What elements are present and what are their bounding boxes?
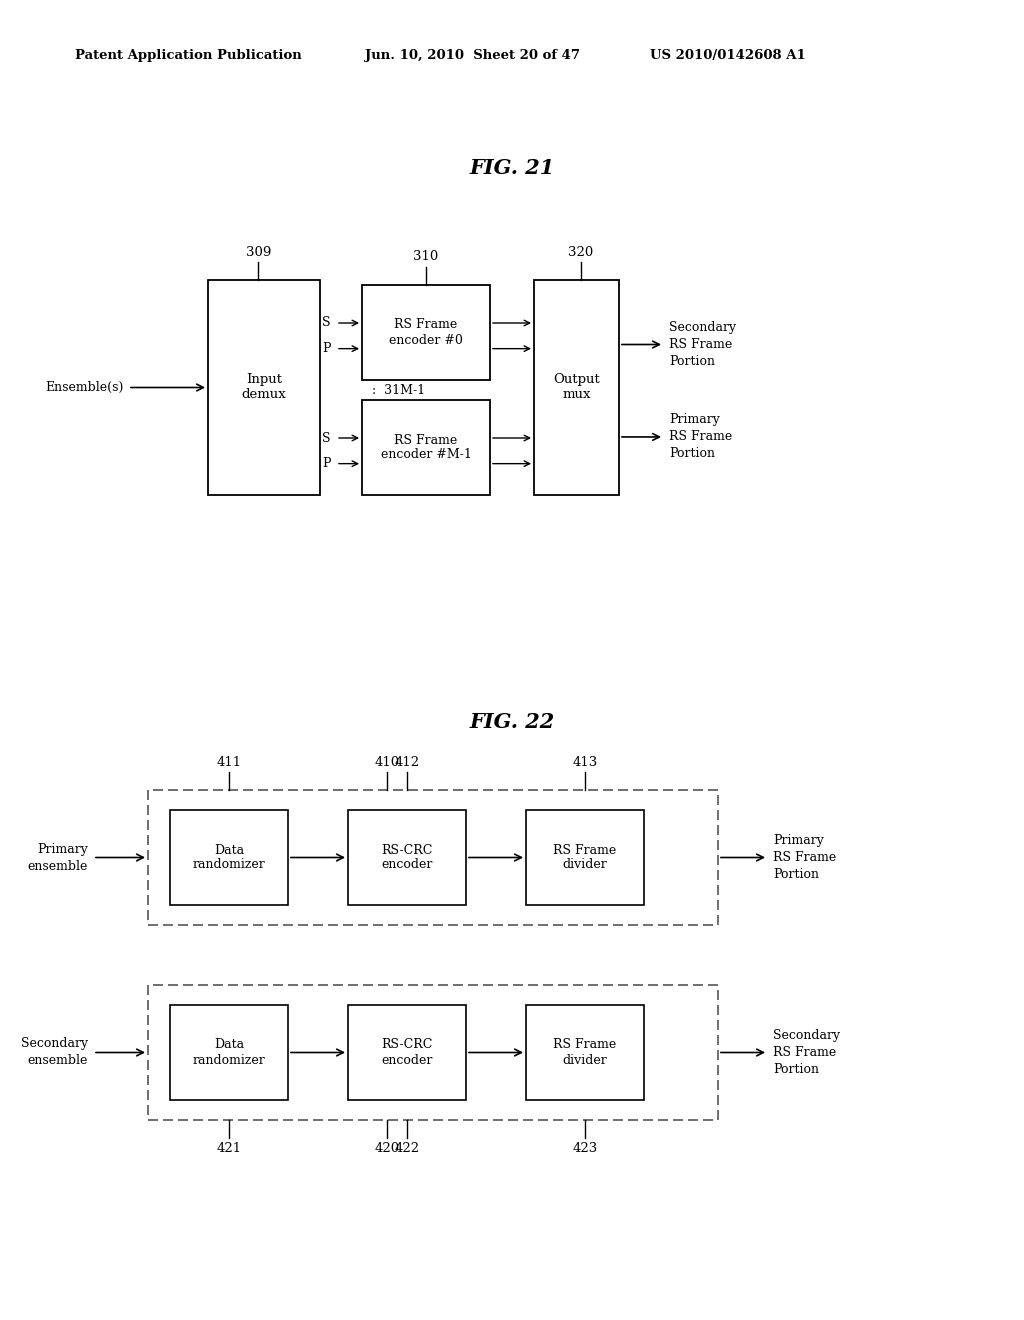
- Text: RS Frame
encoder #0: RS Frame encoder #0: [389, 318, 463, 346]
- Text: Secondary
RS Frame
Portion: Secondary RS Frame Portion: [773, 1030, 840, 1076]
- Bar: [348, 810, 466, 906]
- Text: Ensemble(s): Ensemble(s): [46, 381, 124, 393]
- Text: FIG. 22: FIG. 22: [469, 711, 555, 733]
- Text: RS Frame
divider: RS Frame divider: [553, 843, 616, 871]
- Text: Patent Application Publication: Patent Application Publication: [75, 49, 302, 62]
- Text: RS-CRC
encoder: RS-CRC encoder: [381, 1039, 433, 1067]
- Text: 320: 320: [568, 246, 593, 259]
- Text: Jun. 10, 2010  Sheet 20 of 47: Jun. 10, 2010 Sheet 20 of 47: [365, 49, 580, 62]
- Text: 309: 309: [246, 246, 271, 259]
- Text: Secondary
RS Frame
Portion: Secondary RS Frame Portion: [669, 321, 736, 368]
- Text: S: S: [322, 317, 331, 330]
- Text: Data
randomizer: Data randomizer: [193, 1039, 265, 1067]
- Text: FIG. 21: FIG. 21: [469, 158, 555, 178]
- Text: RS Frame
encoder #M-1: RS Frame encoder #M-1: [381, 433, 471, 462]
- Bar: [534, 280, 618, 495]
- Text: RS Frame
divider: RS Frame divider: [553, 1039, 616, 1067]
- Text: S: S: [322, 432, 331, 445]
- Text: 421: 421: [216, 1142, 242, 1155]
- Text: P: P: [322, 342, 331, 355]
- Text: 413: 413: [572, 755, 598, 768]
- Text: RS-CRC
encoder: RS-CRC encoder: [381, 843, 433, 871]
- Bar: [148, 789, 718, 925]
- Bar: [526, 1005, 644, 1100]
- Bar: [148, 985, 718, 1119]
- Text: 423: 423: [572, 1142, 598, 1155]
- Text: Primary
RS Frame
Portion: Primary RS Frame Portion: [669, 413, 732, 461]
- Text: 410: 410: [375, 755, 400, 768]
- Bar: [170, 810, 288, 906]
- Text: Primary
RS Frame
Portion: Primary RS Frame Portion: [773, 834, 837, 880]
- Bar: [208, 280, 319, 495]
- Text: 310: 310: [414, 251, 438, 264]
- Bar: [170, 1005, 288, 1100]
- Text: Input
demux: Input demux: [242, 374, 287, 401]
- Text: Data
randomizer: Data randomizer: [193, 843, 265, 871]
- Bar: [362, 400, 490, 495]
- Bar: [362, 285, 490, 380]
- Text: :  31M-1: : 31M-1: [372, 384, 425, 396]
- Bar: [348, 1005, 466, 1100]
- Text: 420: 420: [375, 1142, 400, 1155]
- Text: 412: 412: [394, 755, 420, 768]
- Text: US 2010/0142608 A1: US 2010/0142608 A1: [650, 49, 806, 62]
- Text: Primary
ensemble: Primary ensemble: [28, 842, 88, 873]
- Text: Output
mux: Output mux: [553, 374, 600, 401]
- Bar: [526, 810, 644, 906]
- Text: 411: 411: [216, 755, 242, 768]
- Text: P: P: [322, 457, 331, 470]
- Text: Secondary
ensemble: Secondary ensemble: [20, 1038, 88, 1068]
- Text: 422: 422: [394, 1142, 420, 1155]
